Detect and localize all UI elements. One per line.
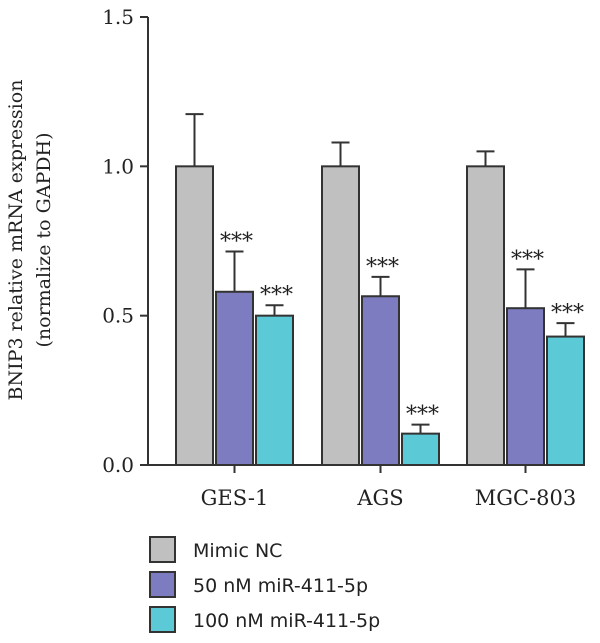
- bar: [506, 307, 545, 467]
- x-tick-label: MGC-803: [475, 486, 577, 510]
- legend-label: Mimic NC: [193, 540, 282, 562]
- bar: [215, 290, 254, 467]
- bar: [546, 335, 585, 466]
- bar: [466, 165, 505, 466]
- legend-swatch: [149, 536, 176, 563]
- bar: [175, 165, 214, 466]
- x-tick-label: AGS: [356, 486, 403, 510]
- y-tick-label: 1.5: [102, 5, 134, 29]
- y-tick-label: 0.0: [102, 453, 134, 477]
- bar: [255, 314, 294, 466]
- bar: [321, 165, 360, 466]
- significance-label: ***: [551, 301, 584, 326]
- y-tick-label: 1.0: [102, 154, 134, 178]
- significance-label: ***: [260, 283, 293, 308]
- y-tick-label: 0.5: [102, 304, 134, 328]
- significance-label: ***: [220, 229, 253, 254]
- legend-swatch: [149, 571, 176, 598]
- significance-label: ***: [511, 247, 544, 272]
- bar: [361, 295, 400, 466]
- significance-label: ***: [366, 255, 399, 280]
- significance-label: ***: [406, 403, 439, 428]
- legend-label: 100 nM miR-411-5p: [193, 610, 380, 632]
- legend-label: 50 nM miR-411-5p: [193, 575, 368, 597]
- y-axis-label: BNIP3 relative mRNA expression: [5, 80, 27, 401]
- x-tick-label: GES-1: [201, 486, 269, 510]
- bar: [401, 432, 440, 467]
- y-axis-label-line2: (normalize to GAPDH): [33, 133, 55, 348]
- legend-swatch: [149, 606, 176, 633]
